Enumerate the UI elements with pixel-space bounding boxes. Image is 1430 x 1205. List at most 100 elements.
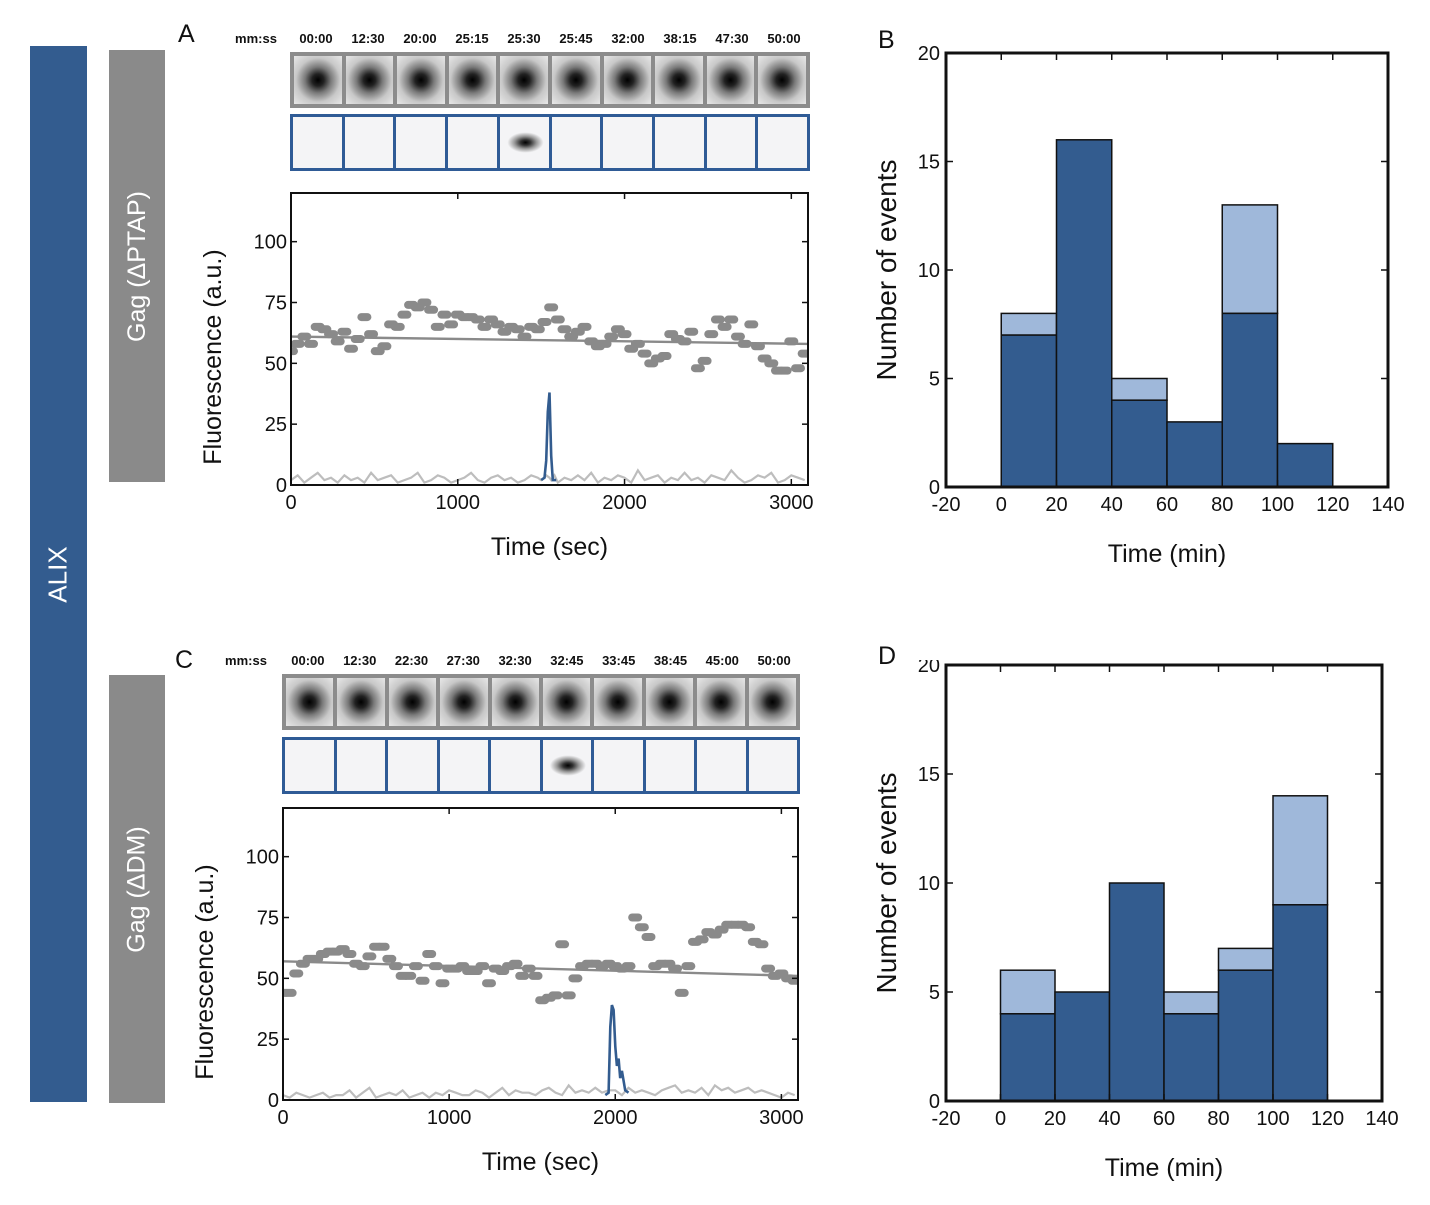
- gag-data-point: [561, 991, 576, 1000]
- gag-data-point: [304, 339, 319, 348]
- gag-dm-label-bar: Gag (ΔDM): [109, 675, 165, 1103]
- alix-frame: [396, 117, 446, 168]
- gag-data-point: [764, 359, 779, 368]
- y-axis-label: Fluorescence (a.u.): [191, 864, 219, 1079]
- x-tick-label: -20: [932, 494, 961, 516]
- unit-label: mm:ss: [235, 31, 277, 46]
- gag-data-point: [717, 322, 732, 331]
- gag-data-point: [482, 979, 496, 988]
- bar-dark: [1276, 442, 1334, 488]
- y-tick-label: 10: [918, 260, 940, 282]
- unit-label: mm:ss: [225, 653, 267, 668]
- gag-trend-line: [291, 335, 808, 346]
- gag-data-point: [681, 962, 696, 971]
- gag-data-point: [470, 315, 485, 324]
- gag-data-point: [710, 315, 725, 324]
- frame-time-label: 22:30: [394, 653, 429, 668]
- frame-time-label: 27:30: [446, 653, 480, 668]
- bar-light: [1111, 377, 1168, 401]
- gag-frame: [337, 678, 385, 726]
- x-tick-label: 40: [1098, 1108, 1120, 1130]
- x-tick-label: 60: [1153, 1108, 1175, 1130]
- gag-data-point: [515, 971, 530, 980]
- gag-data-point: [790, 364, 805, 373]
- bar-dark: [999, 1013, 1056, 1102]
- x-tick-label: 0: [285, 492, 296, 514]
- x-tick-label: 60: [1156, 494, 1178, 516]
- y-tick-label: 5: [929, 982, 940, 1004]
- alix-frame: [594, 740, 643, 791]
- alix-trace-line: [283, 1083, 796, 1100]
- bar-light: [1221, 204, 1279, 315]
- gag-data-point: [477, 322, 492, 331]
- frame-time-label: 12:30: [351, 31, 385, 46]
- alix-frame: [542, 740, 591, 791]
- gag-data-point: [548, 991, 563, 1000]
- plot-frame: [290, 192, 809, 486]
- panel-letter-a: A: [178, 20, 195, 48]
- gag-data-point: [690, 364, 705, 373]
- alix-frame: [439, 740, 488, 791]
- gag-data-point: [777, 366, 792, 375]
- bar-dark: [1054, 991, 1111, 1102]
- bar-dark: [1166, 421, 1223, 488]
- gag-frame: [397, 56, 445, 104]
- x-tick-label: 3000: [759, 1107, 804, 1129]
- gag-frame: [448, 56, 497, 104]
- y-tick-label: 15: [918, 152, 940, 174]
- gag-frame: [748, 678, 797, 726]
- frame-time-label: 38:45: [653, 653, 688, 668]
- frame-time-label: 25:15: [455, 31, 489, 46]
- gag-data-point: [528, 971, 543, 980]
- gag-data-point: [697, 356, 712, 365]
- gag-data-point: [382, 954, 397, 963]
- gag-frame: [500, 56, 548, 104]
- y-axis-label: Number of events: [871, 773, 902, 994]
- x-tick-label: 100: [1261, 494, 1294, 516]
- gag-data-point: [337, 327, 352, 336]
- alix-frame: [499, 117, 549, 168]
- y-tick-label: 100: [254, 232, 287, 254]
- frame-time-label: 38:15: [663, 31, 697, 46]
- bar-dark: [1221, 312, 1279, 488]
- bar-light: [999, 969, 1056, 1015]
- alix-frame: [697, 740, 746, 791]
- gag-data-point: [375, 942, 390, 951]
- filmstrip-c-gag: [282, 674, 800, 730]
- panel-letter-d: D: [878, 642, 897, 670]
- x-tick-label: 2000: [593, 1107, 638, 1129]
- y-tick-label: 10: [918, 873, 940, 895]
- alix-frame: [293, 117, 342, 168]
- filmstrip-a-alix: [290, 114, 810, 171]
- gag-data-point: [617, 330, 632, 339]
- gag-frame: [655, 56, 703, 104]
- alix-trace-line: [291, 468, 806, 485]
- alix-burst-line: [604, 1004, 630, 1097]
- bar-dark: [1272, 904, 1329, 1102]
- alix-label-bar: ALIX: [30, 46, 87, 1102]
- gag-data-point: [362, 952, 377, 961]
- plot-area: [291, 298, 808, 485]
- bar-dark: [1108, 882, 1165, 1102]
- alix-frame: [748, 740, 797, 791]
- y-tick-label: 0: [276, 475, 287, 497]
- x-tick-label: 80: [1211, 494, 1233, 516]
- gag-data-point: [637, 349, 652, 358]
- bar-light: [1163, 991, 1220, 1015]
- gag-data-point: [435, 979, 450, 988]
- gag-data-point: [604, 332, 619, 341]
- filmstrip-c-alix: [282, 737, 800, 794]
- gag-frame: [294, 56, 342, 104]
- gag-data-point: [628, 913, 643, 922]
- alix-burst-line: [540, 392, 557, 482]
- gag-data-point: [444, 320, 459, 329]
- x-tick-label: 0: [277, 1107, 288, 1129]
- y-tick-label: 20: [918, 660, 940, 677]
- x-tick-label: -20: [932, 1108, 961, 1130]
- alix-frame: [336, 740, 385, 791]
- frame-time-label: 50:00: [767, 31, 801, 46]
- frame-time-label: 47:30: [715, 31, 749, 46]
